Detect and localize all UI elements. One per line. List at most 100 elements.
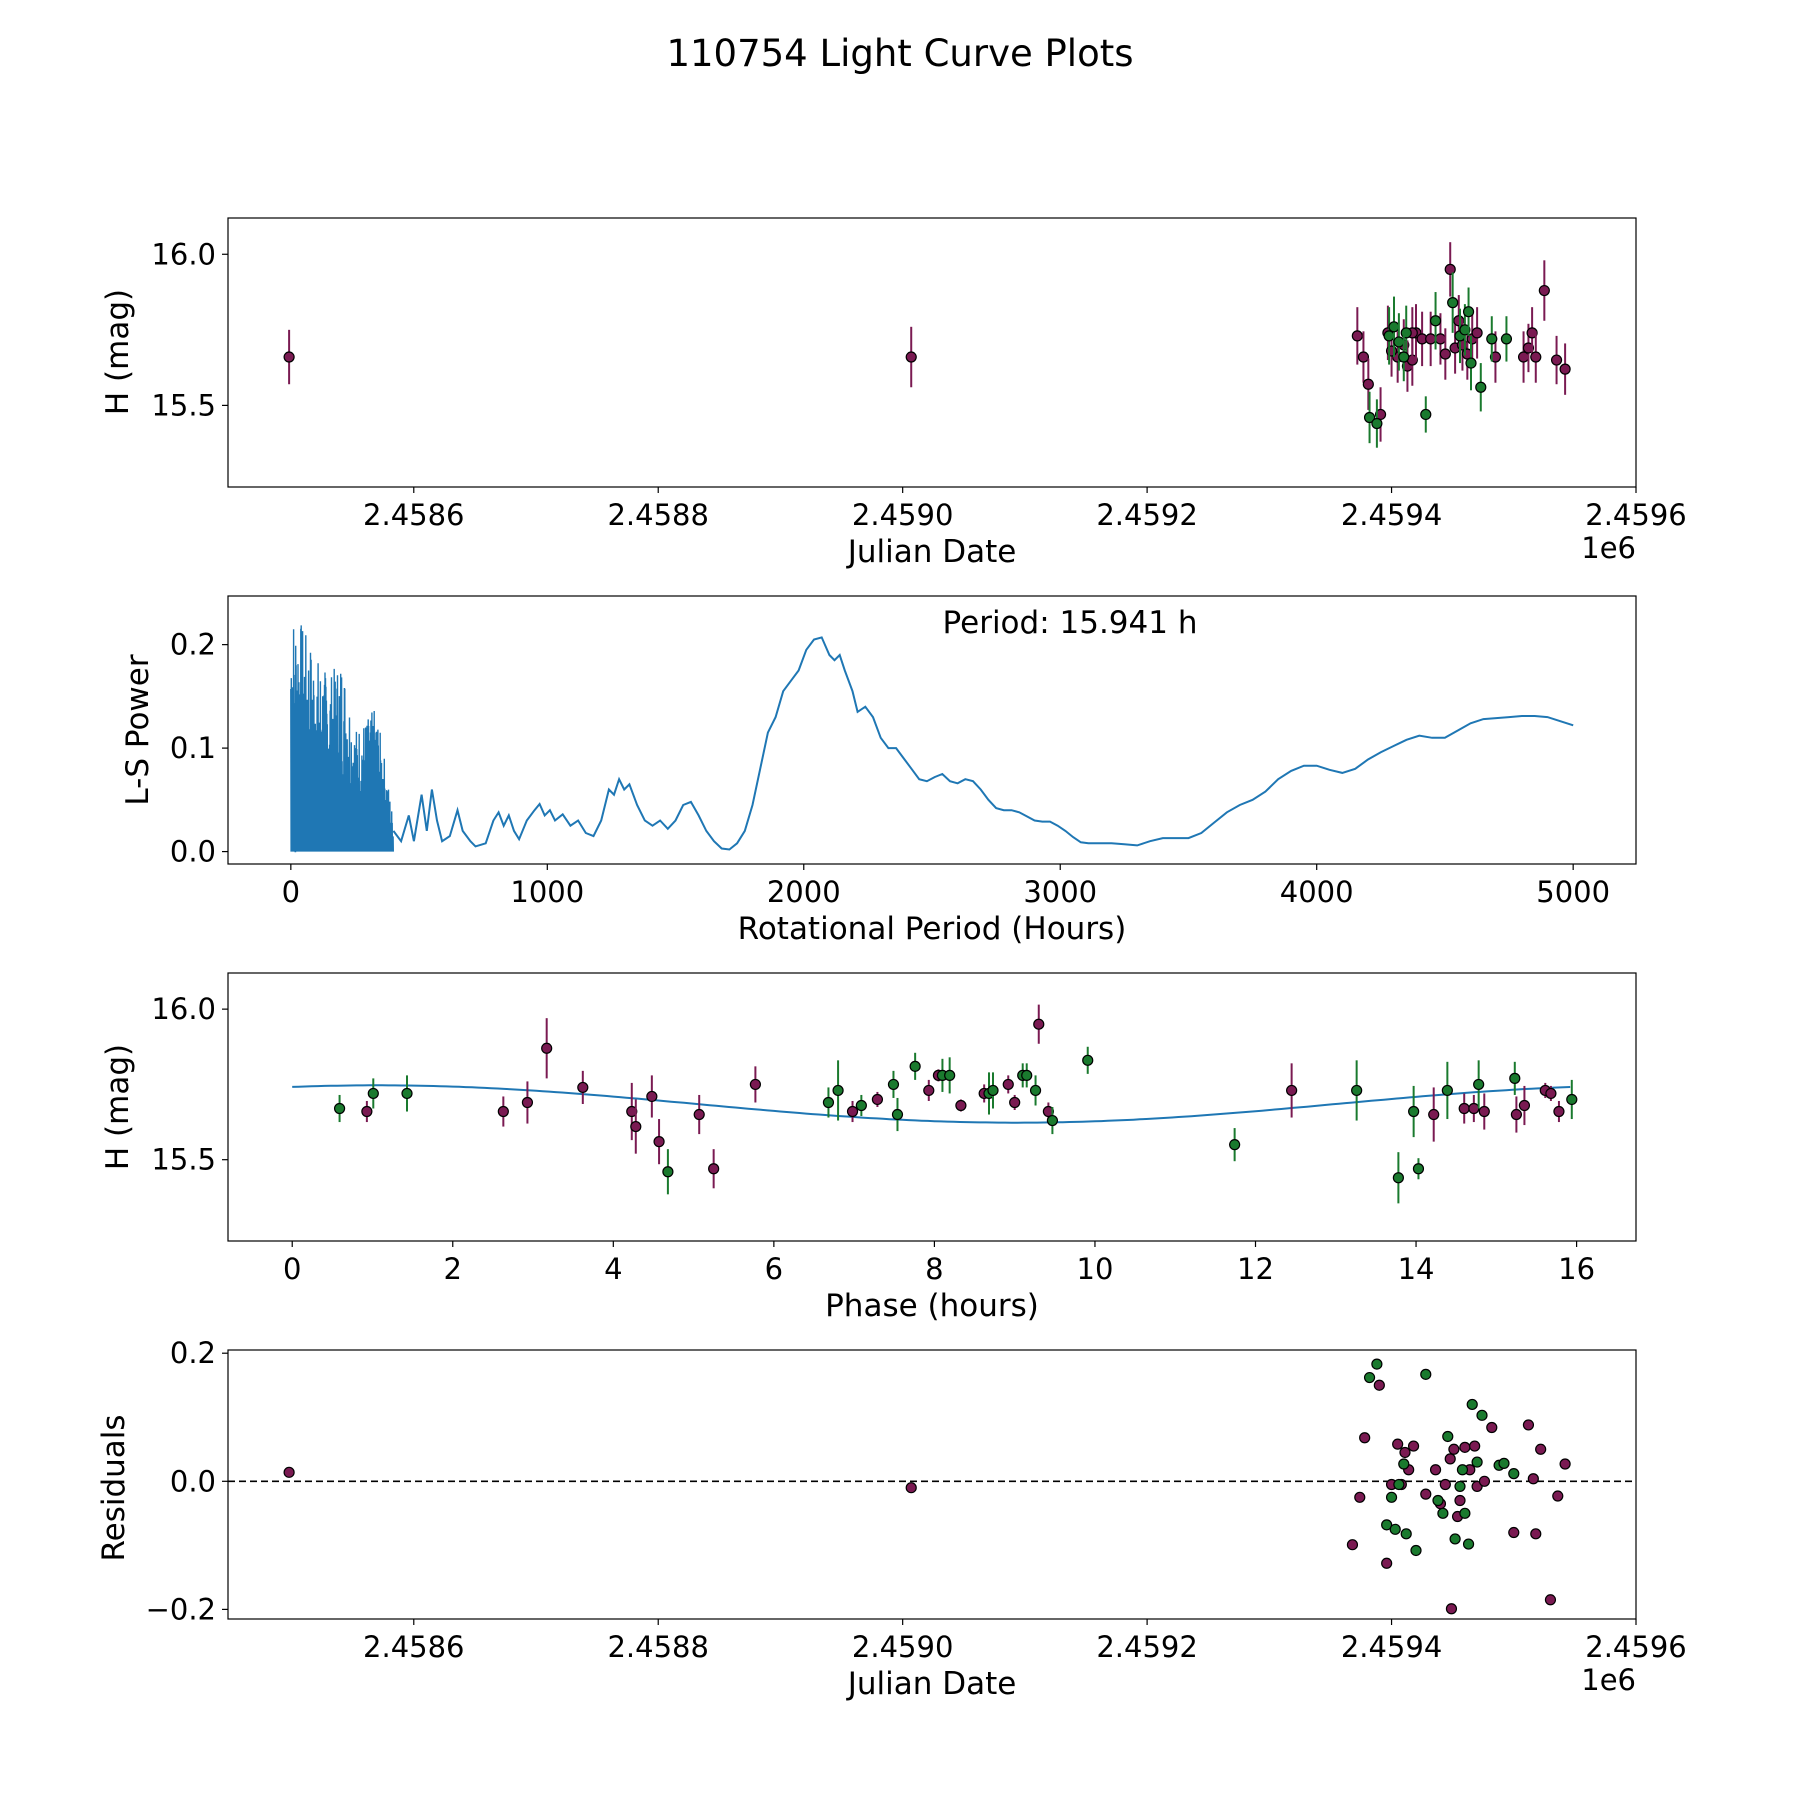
lightcurve-point-r (1530, 351, 1542, 363)
lightcurve-point-g (1462, 306, 1475, 318)
periodogram-ytick-label: 0.0 (170, 835, 216, 869)
phased-point-g (401, 1087, 413, 1100)
lightcurve-point-g (1388, 321, 1400, 333)
residuals-point-r (1392, 1438, 1404, 1450)
phased-point-r (1033, 1018, 1045, 1030)
periodogram-xlabel: Rotational Period (Hours) (738, 911, 1127, 947)
residuals-point-r (1559, 1458, 1571, 1470)
lightcurve-ytick-label: 16.0 (151, 237, 216, 271)
phased-point-r (361, 1105, 373, 1118)
phased-point-r (871, 1093, 884, 1106)
residuals-xtick-label: 2.4590 (852, 1630, 953, 1664)
lightcurve-point-r (1385, 345, 1398, 357)
phased-point-g (855, 1099, 867, 1112)
lightcurve-marks (283, 242, 1571, 448)
phased-point-g (1046, 1114, 1059, 1127)
phased-axes-frame (227, 972, 1637, 1242)
residuals-point-g (1381, 1519, 1393, 1531)
lightcurve-ticks: 2.4586 2.4588 2.4590 2.4592 2.4594 2.4596 15.5… (151, 237, 1686, 532)
phased-point-g (367, 1087, 379, 1100)
lightcurve-point-r (1444, 263, 1456, 275)
periodogram-xtick-label: 0 (282, 875, 300, 909)
phased-point-r (1518, 1099, 1531, 1112)
phased-point-r (693, 1108, 705, 1121)
residuals-point-r (1445, 1603, 1458, 1615)
lightcurve-xtick-label: 2.4586 (363, 498, 464, 532)
lightcurve-point-r (1425, 333, 1437, 345)
residuals-x-offset: 1e6 (1581, 1663, 1636, 1697)
phased-point-g (1509, 1072, 1521, 1084)
phased-point-g (333, 1102, 346, 1115)
phased-point-r (955, 1099, 967, 1112)
phased-point-g (1392, 1172, 1404, 1184)
residuals-point-r (283, 1466, 295, 1478)
periodogram-marks (290, 625, 1574, 853)
lightcurve-point-g (1465, 357, 1477, 369)
residuals-point-r (1508, 1526, 1520, 1539)
phased-point-r (1468, 1102, 1480, 1115)
lightcurve-ytick-label: 15.5 (151, 388, 216, 422)
phased-point-r (708, 1163, 720, 1175)
lightcurve-point-r (1538, 284, 1550, 297)
phased-point-r (1428, 1108, 1440, 1121)
residuals-point-r (905, 1482, 917, 1494)
phased-point-r (1458, 1102, 1470, 1115)
lightcurve-point-r (1489, 351, 1502, 363)
residuals-point-r (1399, 1446, 1411, 1459)
phased-point-g (822, 1096, 835, 1109)
residuals-point-r (1454, 1494, 1466, 1507)
phased-xtick-label: 0 (283, 1252, 301, 1286)
phased-point-g (944, 1069, 956, 1081)
periodogram-axes-frame (227, 595, 1637, 865)
residuals-point-g (1498, 1457, 1510, 1469)
phased-point-r (541, 1042, 553, 1054)
period-annotation: Period: 15.941 h (943, 605, 1198, 641)
residuals-point-g (1400, 1528, 1412, 1540)
residuals-point-g (1420, 1368, 1432, 1380)
residuals-point-r (1469, 1440, 1481, 1452)
residuals-point-g (1432, 1494, 1444, 1507)
lightcurve-point-r (1517, 351, 1530, 363)
lightcurve-point-g (1363, 411, 1376, 424)
phased-point-r (577, 1081, 589, 1094)
residuals-point-g (1442, 1430, 1454, 1443)
residuals-panel: 2.4586 2.4588 2.4590 2.4592 2.4594 2.4596 −0.2… (96, 1336, 1687, 1702)
residuals-point-r (1530, 1528, 1542, 1540)
phased-point-r (923, 1084, 935, 1097)
phased-xtick-label: 4 (604, 1252, 622, 1286)
residuals-point-r (1478, 1475, 1491, 1487)
phased-point-r (497, 1105, 509, 1118)
phased-point-r (1510, 1108, 1522, 1121)
lightcurve-xtick-label: 2.4588 (607, 498, 708, 532)
lightcurve-point-r (1362, 378, 1374, 390)
lightcurve-point-r (1526, 327, 1538, 339)
periodogram-ticks: 0 1000 2000 3000 4000 5000 0.0 0.1 0.2 (170, 628, 1610, 909)
phased-point-r (646, 1090, 658, 1103)
lightcurve-xtick-label: 2.4590 (852, 498, 953, 532)
residuals-point-r (1429, 1464, 1442, 1476)
lightcurve-point-r (283, 351, 295, 363)
lightcurve-point-r (1357, 351, 1370, 363)
phased-point-g (1566, 1093, 1578, 1106)
lightcurve-point-g (1383, 330, 1395, 342)
phased-point-r (653, 1136, 665, 1148)
phased-point-r (1002, 1078, 1014, 1091)
residuals-point-r (1448, 1443, 1460, 1455)
periodogram-xtick-label: 5000 (1536, 875, 1610, 909)
residuals-xtick-label: 2.4586 (363, 1630, 464, 1664)
residuals-point-r (1420, 1488, 1432, 1500)
phased-xtick-label: 8 (925, 1252, 943, 1286)
phased-point-r (1009, 1096, 1021, 1109)
phased-point-g (987, 1084, 999, 1097)
lightcurve-point-g (1393, 336, 1405, 348)
residuals-xtick-label: 2.4592 (1096, 1630, 1197, 1664)
residuals-xtick-label: 2.4588 (607, 1630, 708, 1664)
phased-xtick-label: 6 (765, 1252, 783, 1286)
figure-title: 110754 Light Curve Plots (666, 32, 1133, 75)
lightcurve-ylabel: H (mag) (100, 289, 136, 415)
phased-point-r (846, 1105, 859, 1118)
phased-panel: 0 2 4 6 8 10 12 14 16 15.5 16.0 Phase (hours) H (m… (100, 972, 1637, 1324)
phased-xlabel: Phase (hours) (825, 1288, 1039, 1324)
lightcurve-point-g (1420, 408, 1432, 421)
